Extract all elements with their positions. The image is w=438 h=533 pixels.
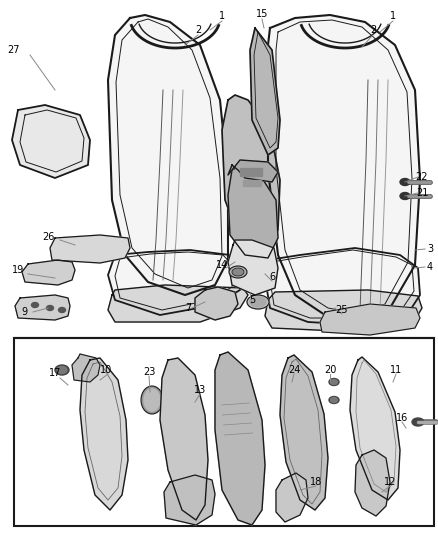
Ellipse shape	[46, 305, 53, 311]
Ellipse shape	[400, 192, 410, 199]
Text: 11: 11	[390, 365, 402, 375]
Text: 17: 17	[49, 368, 61, 378]
Polygon shape	[164, 475, 215, 525]
Text: 14: 14	[216, 260, 228, 270]
Ellipse shape	[32, 303, 39, 308]
Polygon shape	[195, 287, 238, 320]
Polygon shape	[72, 354, 100, 382]
Ellipse shape	[329, 378, 339, 385]
Polygon shape	[265, 248, 420, 325]
Text: 12: 12	[384, 477, 396, 487]
Text: 15: 15	[256, 9, 268, 19]
Ellipse shape	[55, 365, 69, 375]
Text: 20: 20	[324, 365, 336, 375]
Polygon shape	[228, 240, 278, 295]
Text: 1: 1	[219, 11, 225, 21]
Ellipse shape	[329, 397, 339, 403]
Text: 23: 23	[143, 367, 155, 377]
Bar	[14, 338, 434, 526]
Text: 25: 25	[336, 305, 348, 315]
Polygon shape	[160, 358, 208, 520]
Text: 5: 5	[249, 295, 255, 305]
Ellipse shape	[141, 386, 163, 414]
Text: 24: 24	[288, 365, 300, 375]
Text: 19: 19	[12, 265, 24, 275]
Polygon shape	[355, 450, 390, 516]
Polygon shape	[228, 165, 278, 258]
Text: 22: 22	[416, 172, 428, 182]
Polygon shape	[265, 290, 422, 332]
Text: 27: 27	[8, 45, 20, 55]
Polygon shape	[280, 355, 328, 510]
Text: 2: 2	[370, 25, 376, 35]
Ellipse shape	[331, 398, 338, 402]
Ellipse shape	[400, 179, 410, 185]
Polygon shape	[108, 250, 245, 315]
Polygon shape	[276, 473, 308, 522]
Ellipse shape	[232, 268, 244, 276]
Text: 7: 7	[185, 303, 191, 313]
Text: 6: 6	[269, 272, 275, 282]
Text: 10: 10	[100, 365, 112, 375]
Polygon shape	[12, 105, 90, 178]
Text: 18: 18	[310, 477, 322, 487]
Polygon shape	[350, 357, 400, 500]
Bar	[240, 168, 262, 176]
Text: 3: 3	[427, 244, 433, 254]
Ellipse shape	[247, 295, 269, 309]
Polygon shape	[108, 285, 248, 322]
Polygon shape	[320, 304, 420, 335]
Polygon shape	[215, 352, 265, 525]
Ellipse shape	[250, 297, 266, 307]
Polygon shape	[228, 160, 278, 182]
Ellipse shape	[57, 367, 67, 374]
Polygon shape	[222, 95, 280, 250]
Ellipse shape	[331, 379, 338, 384]
Polygon shape	[80, 358, 128, 510]
Polygon shape	[250, 28, 280, 155]
Text: 21: 21	[416, 188, 428, 198]
Text: 1: 1	[390, 11, 396, 21]
Text: 26: 26	[42, 232, 54, 242]
Text: 9: 9	[21, 307, 27, 317]
Polygon shape	[108, 15, 228, 295]
Ellipse shape	[59, 308, 66, 312]
Polygon shape	[15, 295, 70, 320]
Polygon shape	[22, 260, 75, 285]
Text: 13: 13	[194, 385, 206, 395]
Ellipse shape	[229, 266, 247, 278]
Ellipse shape	[412, 418, 424, 426]
Ellipse shape	[144, 389, 160, 411]
Polygon shape	[268, 15, 420, 320]
Bar	[243, 180, 261, 186]
Text: 4: 4	[427, 262, 433, 272]
Text: 2: 2	[195, 25, 201, 35]
Polygon shape	[50, 235, 130, 263]
Text: 16: 16	[396, 413, 408, 423]
